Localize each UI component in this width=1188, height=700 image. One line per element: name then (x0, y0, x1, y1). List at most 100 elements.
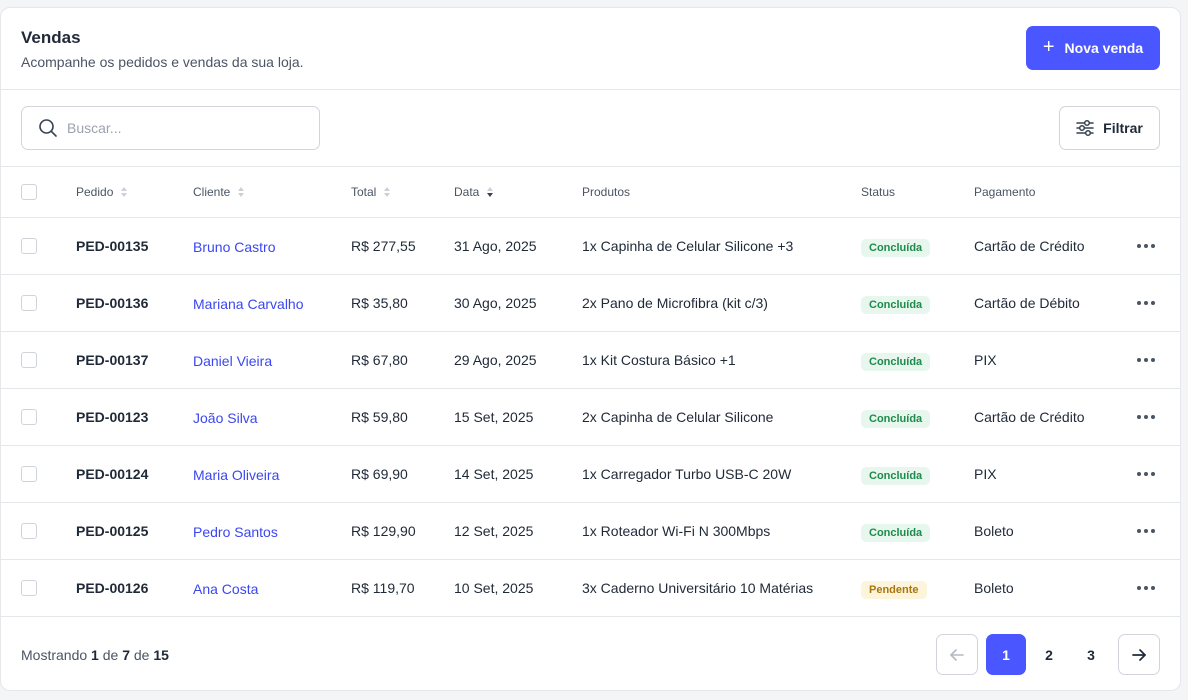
showing-of: de (133, 647, 150, 663)
page-subtitle: Acompanhe os pedidos e vendas da sua loj… (21, 54, 304, 70)
order-total: R$ 35,80 (351, 295, 408, 311)
column-client[interactable]: Cliente (193, 185, 245, 199)
client-link[interactable]: Mariana Carvalho (193, 296, 304, 312)
table-row[interactable]: PED-00137 Daniel Vieira R$ 67,80 29 Ago,… (1, 332, 1180, 389)
new-sale-label: Nova venda (1064, 40, 1144, 56)
order-date: 30 Ago, 2025 (454, 295, 537, 311)
sales-card: Vendas Acompanhe os pedidos e vendas da … (0, 7, 1181, 691)
client-link[interactable]: Bruno Castro (193, 239, 276, 255)
column-payment: Pagamento (974, 185, 1035, 199)
order-date: 29 Ago, 2025 (454, 352, 537, 368)
plus-icon: + (1042, 36, 1055, 58)
more-horizontal-icon[interactable] (1137, 244, 1155, 248)
column-order-label: Pedido (76, 185, 114, 199)
column-products: Produtos (582, 185, 630, 199)
column-total[interactable]: Total (351, 185, 391, 199)
column-payment-label: Pagamento (974, 185, 1036, 199)
showing-to: 7 (122, 647, 130, 663)
prev-page-button[interactable] (936, 634, 978, 675)
client-link[interactable]: João Silva (193, 410, 258, 426)
more-horizontal-icon[interactable] (1137, 358, 1155, 362)
sort-desc-icon (487, 187, 494, 197)
table-body: PED-00135 Bruno Castro R$ 277,55 31 Ago,… (1, 218, 1180, 617)
payment-method: PIX (974, 352, 997, 368)
status-badge: Concluída (861, 239, 931, 257)
payment-method: Cartão de Crédito (974, 238, 1085, 254)
row-checkbox[interactable] (21, 238, 37, 254)
order-total: R$ 59,80 (351, 409, 408, 425)
status-badge: Concluída (861, 524, 931, 542)
column-date-label: Data (454, 185, 480, 199)
page-header: Vendas Acompanhe os pedidos e vendas da … (1, 8, 1180, 90)
client-link[interactable]: Ana Costa (193, 581, 259, 597)
order-total: R$ 69,90 (351, 466, 408, 482)
order-id: PED-00124 (76, 466, 149, 482)
sliders-icon (1076, 119, 1094, 137)
table-row[interactable]: PED-00135 Bruno Castro R$ 277,55 31 Ago,… (1, 218, 1180, 275)
sort-icon (384, 187, 391, 197)
order-products: 1x Carregador Turbo USB-C 20W (582, 466, 792, 482)
more-horizontal-icon[interactable] (1137, 472, 1155, 476)
status-badge: Pendente (861, 581, 927, 599)
order-date: 12 Set, 2025 (454, 523, 534, 539)
page-2-button[interactable]: 2 (1045, 646, 1053, 663)
status-badge: Concluída (861, 353, 931, 371)
more-horizontal-icon[interactable] (1137, 415, 1155, 419)
row-checkbox[interactable] (21, 580, 37, 596)
order-date: 14 Set, 2025 (454, 466, 534, 482)
order-total: R$ 129,90 (351, 523, 416, 539)
order-date: 31 Ago, 2025 (454, 238, 537, 254)
page-title: Vendas (21, 28, 81, 47)
row-checkbox[interactable] (21, 523, 37, 539)
order-id: PED-00136 (76, 295, 149, 311)
table-row[interactable]: PED-00126 Ana Costa R$ 119,70 10 Set, 20… (1, 560, 1180, 617)
order-id: PED-00137 (76, 352, 149, 368)
more-horizontal-icon[interactable] (1137, 301, 1155, 305)
row-checkbox[interactable] (21, 466, 37, 482)
page-1-button[interactable]: 1 (986, 634, 1026, 675)
pagination-summary: Mostrando 1 de 7 de 15 (21, 647, 169, 663)
order-date: 15 Set, 2025 (454, 409, 534, 425)
client-link[interactable]: Pedro Santos (193, 524, 278, 540)
showing-from: 1 (91, 647, 99, 663)
arrow-left-icon (950, 648, 964, 661)
showing-mid: de (102, 647, 119, 663)
search-box[interactable] (21, 106, 320, 150)
status-badge: Concluída (861, 410, 931, 428)
table-footer: Mostrando 1 de 7 de 15 1 2 3 (1, 617, 1180, 690)
column-order[interactable]: Pedido (76, 185, 128, 199)
order-products: 2x Capinha de Celular Silicone (582, 409, 774, 425)
column-date[interactable]: Data (454, 185, 494, 199)
client-link[interactable]: Daniel Vieira (193, 353, 273, 369)
order-total: R$ 67,80 (351, 352, 408, 368)
row-checkbox[interactable] (21, 352, 37, 368)
row-checkbox[interactable] (21, 409, 37, 425)
status-badge: Concluída (861, 296, 931, 314)
showing-prefix: Mostrando (21, 647, 88, 663)
filter-button[interactable]: Filtrar (1059, 106, 1160, 150)
status-badge: Concluída (861, 467, 931, 485)
table-row[interactable]: PED-00125 Pedro Santos R$ 129,90 12 Set,… (1, 503, 1180, 560)
column-client-label: Cliente (193, 185, 231, 199)
search-input[interactable] (67, 120, 297, 136)
order-products: 3x Caderno Universitário 10 Matérias (582, 580, 814, 596)
order-date: 10 Set, 2025 (454, 580, 534, 596)
more-horizontal-icon[interactable] (1137, 529, 1155, 533)
order-products: 1x Kit Costura Básico +1 (582, 352, 736, 368)
order-products: 2x Pano de Microfibra (kit c/3) (582, 295, 768, 311)
next-page-button[interactable] (1118, 634, 1160, 675)
client-link[interactable]: Maria Oliveira (193, 467, 280, 483)
select-all-checkbox[interactable] (21, 184, 37, 200)
order-total: R$ 277,55 (351, 238, 416, 254)
more-horizontal-icon[interactable] (1137, 586, 1155, 590)
sort-icon (121, 187, 128, 197)
page-3-button[interactable]: 3 (1087, 646, 1095, 663)
new-sale-button[interactable]: + Nova venda (1026, 26, 1160, 70)
table-row[interactable]: PED-00136 Mariana Carvalho R$ 35,80 30 A… (1, 275, 1180, 332)
row-checkbox[interactable] (21, 295, 37, 311)
order-products: 1x Roteador Wi-Fi N 300Mbps (582, 523, 771, 539)
showing-total: 15 (153, 647, 169, 663)
column-total-label: Total (351, 185, 377, 199)
table-row[interactable]: PED-00123 João Silva R$ 59,80 15 Set, 20… (1, 389, 1180, 446)
table-row[interactable]: PED-00124 Maria Oliveira R$ 69,90 14 Set… (1, 446, 1180, 503)
